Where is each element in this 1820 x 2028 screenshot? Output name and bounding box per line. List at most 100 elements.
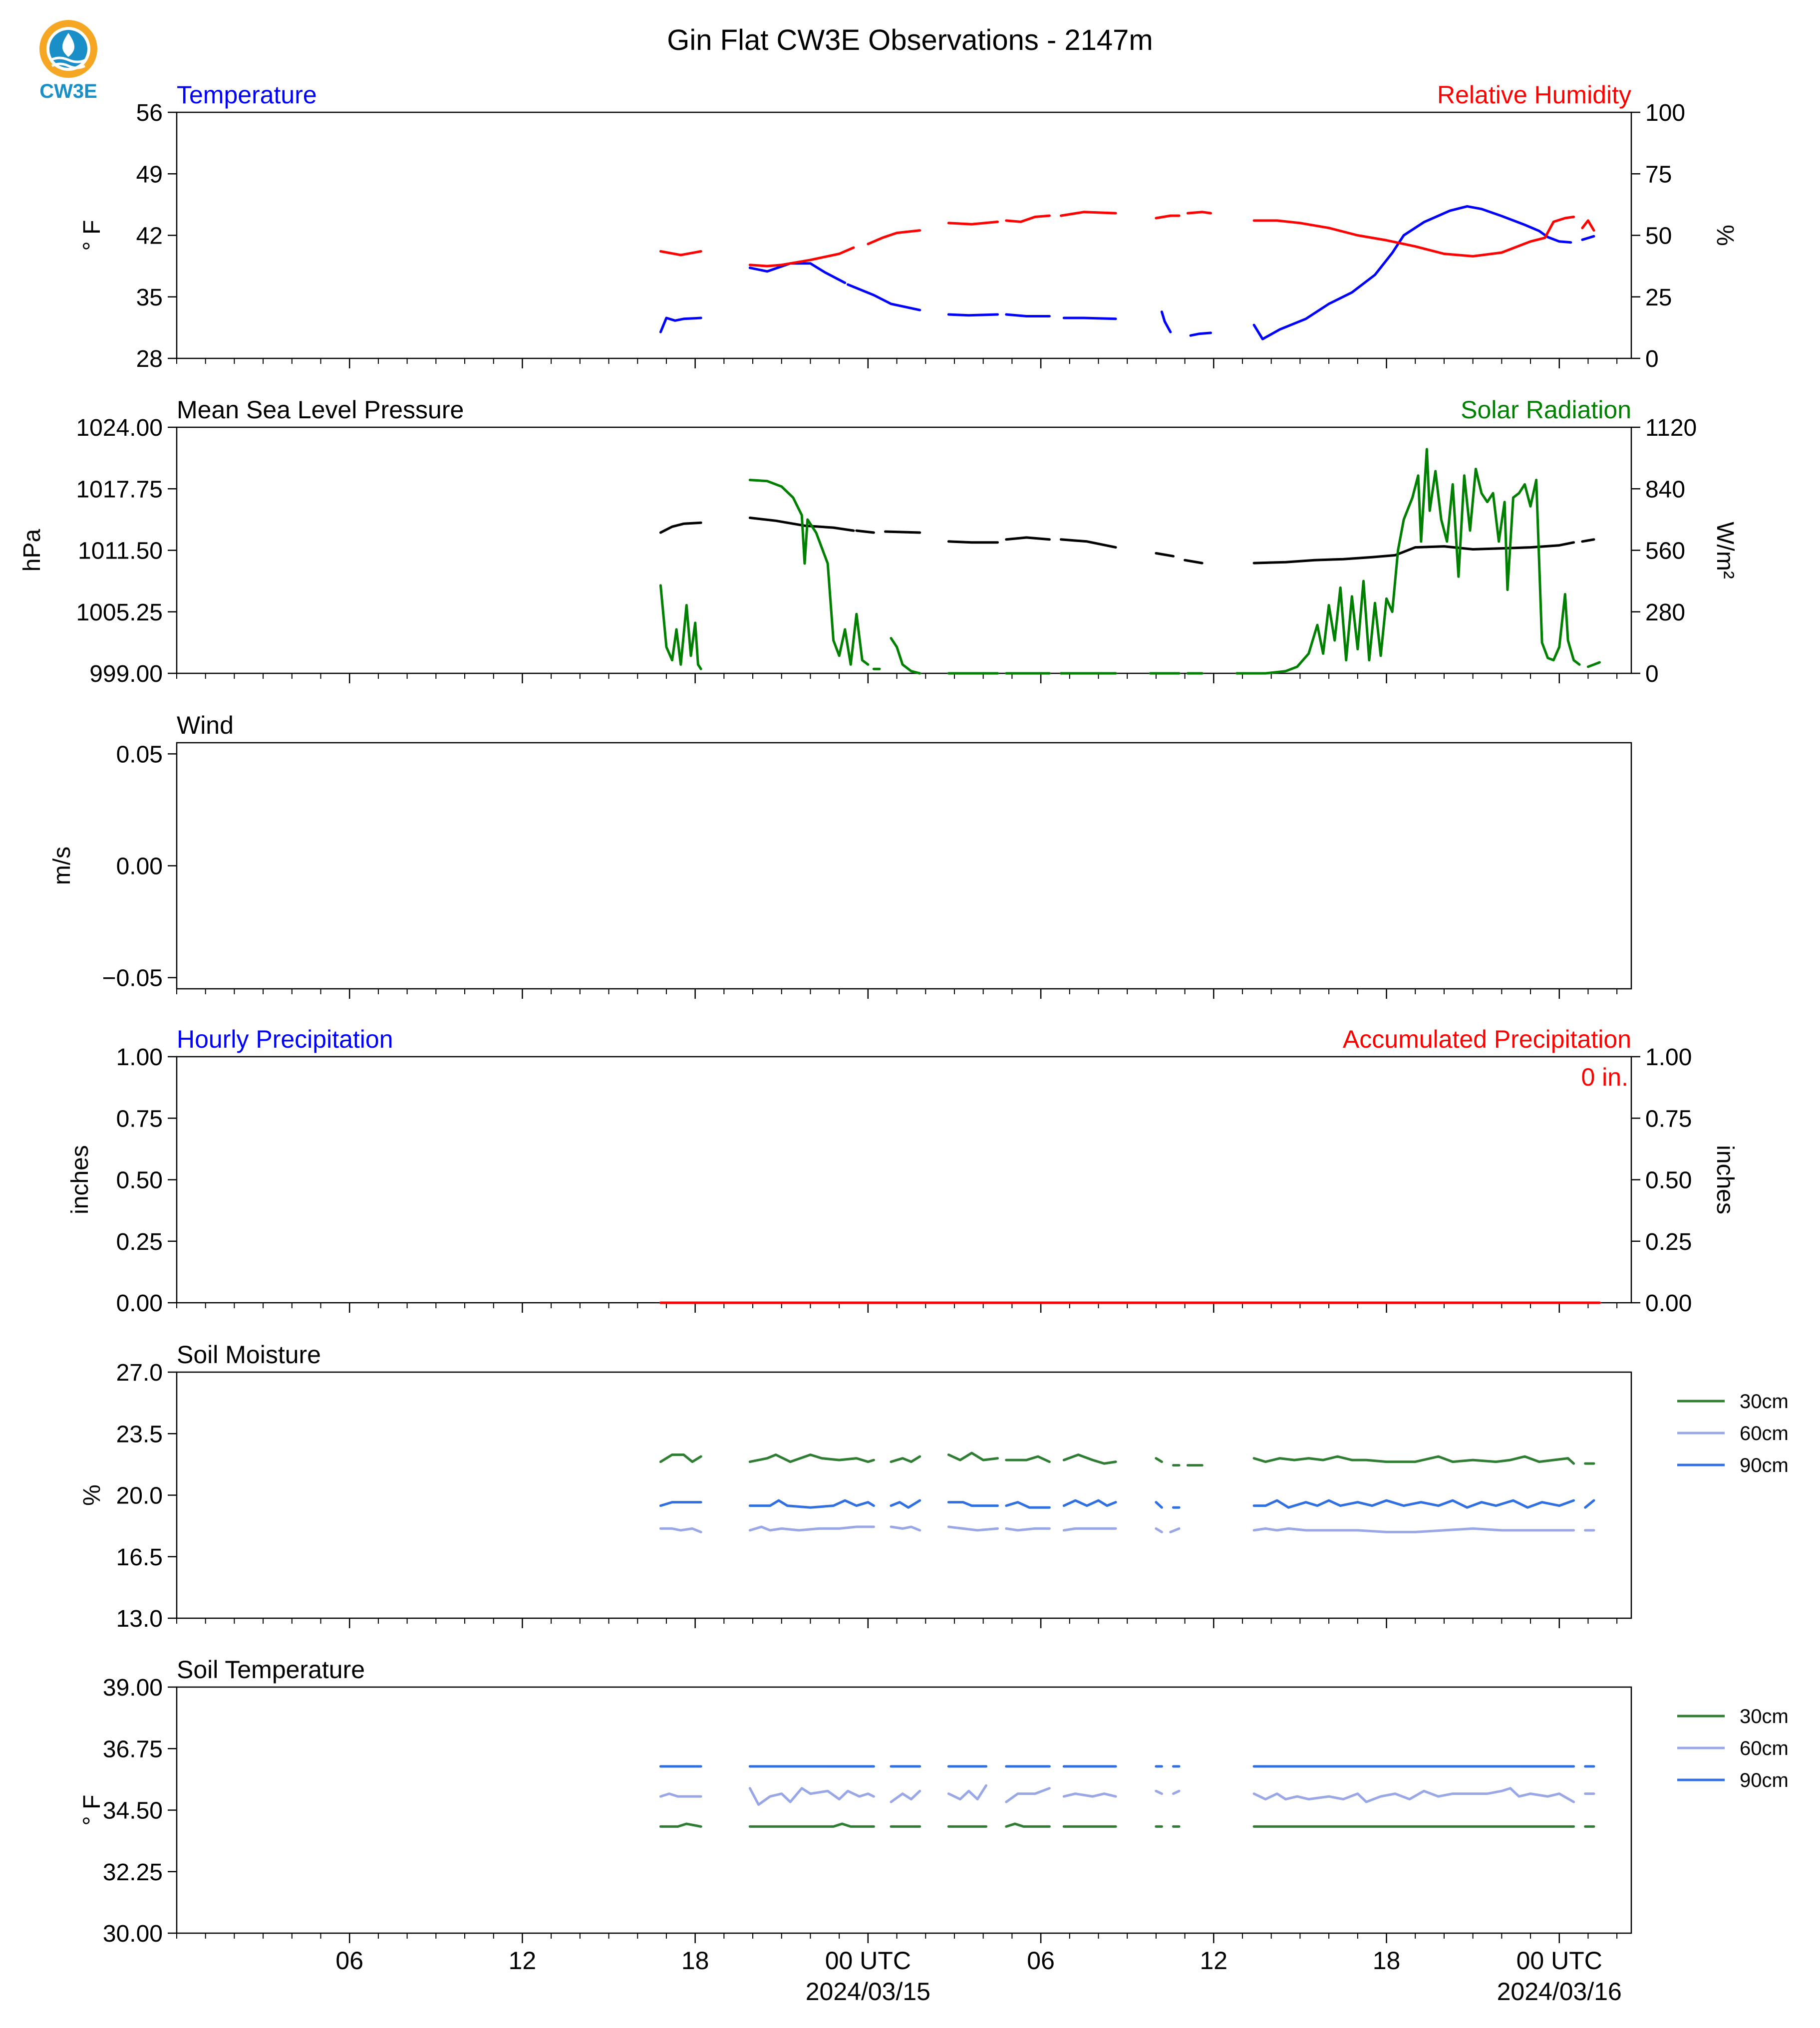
- series-90cm-segment: [1062, 1499, 1117, 1507]
- series-60cm-segment: [748, 1787, 875, 1806]
- y-tick-label: 35: [136, 285, 163, 311]
- series-red-segment: [1060, 211, 1117, 217]
- panel-frame: [176, 1686, 1632, 1934]
- y-tick-label: 13.0: [116, 1606, 163, 1632]
- annotation-total: 0 in.: [1581, 1063, 1628, 1091]
- y-tick-label-right: 280: [1645, 599, 1685, 626]
- series-30cm-segment: [659, 1453, 702, 1463]
- y-tick-label: 34.50: [103, 1798, 163, 1824]
- y-tick-label-right: 0.00: [1645, 1290, 1692, 1317]
- y-tick-label: 20.0: [116, 1483, 163, 1509]
- series-30cm-segment: [1062, 1453, 1117, 1465]
- y-tick-label-right: 100: [1645, 100, 1685, 126]
- y-tick-label: 0.00: [116, 1290, 163, 1317]
- series-blue-segment: [1189, 331, 1212, 337]
- series-red-segment: [867, 229, 921, 246]
- series-60cm-segment: [1252, 1787, 1575, 1803]
- panel-title-left: Soil Temperature: [177, 1656, 365, 1684]
- x-date-label: 2024/03/16: [1497, 1978, 1622, 2006]
- series-60cm-segment: [947, 1525, 999, 1532]
- panel-title-left: Hourly Precipitation: [177, 1025, 393, 1053]
- series-red-segment: [1155, 214, 1181, 220]
- series-30cm-segment: [1155, 1457, 1163, 1463]
- panel-title-right: Accumulated Precipitation: [1343, 1025, 1631, 1053]
- series-60cm-segment: [890, 1525, 921, 1532]
- series-blue-segment: [659, 316, 702, 333]
- series-90cm-segment: [748, 1499, 875, 1509]
- series-30cm-segment: [748, 1453, 875, 1463]
- x-tick-label: 00 UTC: [1517, 1947, 1602, 1975]
- y-tick-label: 999.00: [89, 661, 163, 687]
- panel-title-right: Relative Humidity: [1437, 81, 1631, 109]
- series-blue-segment: [748, 262, 847, 285]
- series-red-segment: [659, 250, 702, 257]
- series-red-segment: [1186, 211, 1212, 215]
- y-tick-label-right: 1.00: [1645, 1044, 1692, 1071]
- y-tick-label-right: 0: [1645, 346, 1659, 372]
- series-black-segment: [1060, 538, 1117, 549]
- series-60cm-segment: [1062, 1792, 1117, 1798]
- series-blue-segment: [1062, 316, 1117, 320]
- y-tick-label: 0.50: [116, 1167, 163, 1194]
- y-tick-label: 56: [136, 100, 163, 126]
- panel-title-left: Wind: [177, 711, 234, 739]
- y-tick-label: 1.00: [116, 1044, 163, 1071]
- panel-frame: [176, 1371, 1632, 1619]
- series-blue-segment: [847, 283, 921, 311]
- x-date-label: 2024/03/15: [806, 1978, 930, 2006]
- y-tick-label: 1024.00: [76, 415, 163, 441]
- y-tick-label: −0.05: [102, 965, 163, 992]
- y-tick-label-right: 560: [1645, 538, 1685, 565]
- series-60cm-segment: [1062, 1527, 1117, 1532]
- x-tick-label: 18: [681, 1947, 709, 1975]
- panel-precip: Hourly Precipitation Accumulated Precipit…: [67, 1025, 1738, 1317]
- series-90cm-segment: [1155, 1501, 1163, 1509]
- x-tick-label: 18: [1373, 1947, 1401, 1975]
- series-red-segment: [1581, 219, 1595, 232]
- series-60cm-segment: [659, 1792, 702, 1798]
- y-tick-label-right: 1120: [1645, 415, 1697, 441]
- y-tick-label: 27.0: [116, 1360, 163, 1386]
- x-tick-label: 12: [1200, 1947, 1227, 1975]
- series-60cm-segment: [1155, 1527, 1163, 1533]
- y-tick-label: 23.5: [116, 1421, 163, 1448]
- series-green-segment: [659, 584, 702, 670]
- panel-soil_moisture: Soil Moisture 27.0 23.5 20.0 16.5 13.0% 30cm 60…: [79, 1341, 1789, 1632]
- series-60cm-segment: [947, 1784, 987, 1801]
- panel-frame: [176, 742, 1632, 990]
- series-90cm-segment: [1005, 1501, 1051, 1509]
- series-60cm-segment: [1252, 1527, 1575, 1533]
- y-tick-label: 1017.75: [76, 476, 163, 503]
- y-axis-label: inches: [67, 1145, 93, 1214]
- y-tick-label-right: 75: [1645, 161, 1672, 188]
- y-axis-label-right: W/m²: [1712, 522, 1738, 579]
- series-blue-segment: [1005, 313, 1051, 317]
- y-axis-label: ° F: [79, 220, 105, 251]
- y-tick-label-right: 0.50: [1645, 1167, 1692, 1194]
- series-green-segment: [1235, 448, 1581, 675]
- legend-label: 60cm: [1740, 1738, 1789, 1759]
- y-axis-label: %: [79, 1484, 105, 1506]
- series-60cm-segment: [1005, 1787, 1051, 1803]
- series-black-segment: [1184, 559, 1204, 565]
- y-tick-label: 32.25: [103, 1859, 163, 1886]
- x-tick-label: 06: [335, 1947, 363, 1975]
- y-tick-label: 49: [136, 161, 163, 188]
- panel-frame: [176, 426, 1632, 674]
- series-60cm-segment: [1169, 1527, 1181, 1533]
- logo-text: CW3E: [39, 80, 97, 102]
- series-60cm-segment: [748, 1525, 875, 1532]
- x-tick-label: 12: [509, 1947, 537, 1975]
- y-tick-label: 39.00: [103, 1675, 163, 1701]
- series-black-segment: [659, 521, 702, 534]
- y-axis-label: hPa: [19, 529, 45, 572]
- panel-frame: [176, 111, 1632, 359]
- series-black-segment: [1581, 538, 1595, 543]
- series-black-segment: [1252, 541, 1575, 565]
- series-black-segment: [748, 516, 855, 532]
- series-90cm-segment: [1584, 1499, 1595, 1509]
- series-30cm-segment: [659, 1822, 702, 1828]
- legend-label: 30cm: [1740, 1706, 1789, 1728]
- y-axis-label: m/s: [49, 847, 75, 885]
